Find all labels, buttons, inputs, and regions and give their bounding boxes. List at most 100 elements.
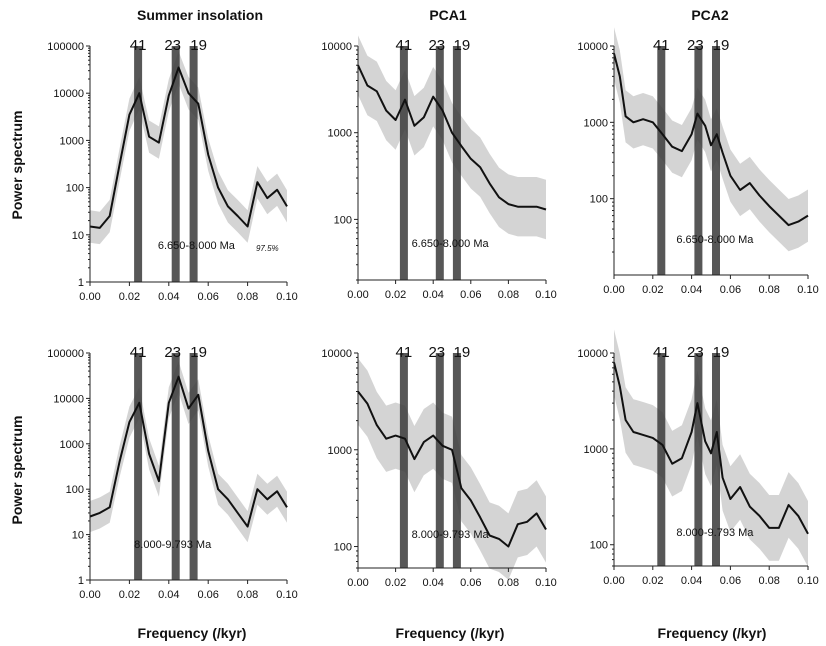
y-tick-label: 1 bbox=[78, 575, 84, 587]
cycle-bar-23 bbox=[171, 46, 180, 282]
y-tick-label: 1000 bbox=[328, 445, 352, 457]
x-tick-label: 0.04 bbox=[681, 575, 702, 587]
x-tick-label: 0.04 bbox=[681, 284, 702, 296]
x-tick-label: 0.08 bbox=[237, 291, 258, 303]
cycle-bar-23 bbox=[435, 46, 444, 280]
x-tick-label: 0.04 bbox=[158, 291, 179, 303]
confidence-band bbox=[90, 361, 287, 543]
x-tick-label: 0.08 bbox=[758, 575, 779, 587]
column-title-pca1: PCA1 bbox=[429, 7, 467, 23]
cycle-label-23: 23 bbox=[164, 37, 181, 54]
age-range-annotation: 6.650-8.000 Ma bbox=[412, 238, 490, 250]
x-tick-label: 0.02 bbox=[385, 577, 406, 589]
confidence-band bbox=[90, 51, 287, 245]
age-range-annotation: 8.000-9.793 Ma bbox=[412, 529, 490, 541]
x-tick-label: 0.10 bbox=[276, 589, 297, 601]
cycle-bar-41 bbox=[657, 46, 666, 275]
cycle-label-41: 41 bbox=[396, 344, 413, 361]
cycle-bar-41 bbox=[399, 46, 408, 280]
cycle-label-23: 23 bbox=[428, 37, 445, 54]
panels: 41 23 190.00 0.02 0.04 0.06 0.08 0.101101001000… bbox=[47, 27, 819, 601]
y-tick-label: 100 bbox=[334, 542, 352, 554]
y-tick-label: 1000 bbox=[60, 135, 84, 147]
x-tick-label: 0.04 bbox=[422, 289, 443, 301]
cycle-label-19: 19 bbox=[713, 344, 730, 361]
spectrum-line bbox=[613, 362, 809, 535]
y-tick-label: 10000 bbox=[577, 41, 608, 53]
y-tick-label: 100 bbox=[66, 183, 84, 195]
y-tick-label: 1000 bbox=[584, 444, 608, 456]
x-tick-label: 0.06 bbox=[460, 289, 481, 301]
age-range-annotation: 8.000-9.793 Ma bbox=[134, 539, 212, 551]
age-range-annotation: 6.650-8.000 Ma bbox=[158, 240, 236, 252]
panel-pca2-bottom: 41 23 19 0.00 0.02 0.04 0.06 0.08 0.10 100 1000 100… bbox=[577, 329, 819, 587]
y-tick-label: 100000 bbox=[47, 41, 84, 53]
panel-summer-insolation-top: 41 23 19 0.00 0.02 0.04 0.06 0.08 0.10 1 10 100 1000… bbox=[47, 37, 297, 303]
spectrum-line bbox=[613, 53, 809, 227]
y-tick-label: 100 bbox=[590, 194, 608, 206]
x-tick-label: 0.06 bbox=[197, 291, 218, 303]
age-range-annotation: 6.650-8.000 Ma bbox=[676, 234, 754, 246]
cycle-bar-19 bbox=[712, 353, 720, 566]
cycle-label-19: 19 bbox=[454, 344, 471, 361]
y-tick-label: 1000 bbox=[328, 128, 352, 140]
x-tick-label: 0.08 bbox=[498, 577, 519, 589]
x-tick-label: 0.10 bbox=[797, 575, 818, 587]
cycle-bar-19 bbox=[712, 46, 720, 275]
y-tick-label: 10000 bbox=[577, 348, 608, 360]
xlabel-right: Frequency (/kyr) bbox=[658, 625, 767, 641]
x-tick-label: 0.02 bbox=[119, 291, 140, 303]
x-tick-label: 0.10 bbox=[797, 284, 818, 296]
cycle-bar-41 bbox=[134, 46, 143, 282]
panel-pca1-top: 41 23 19 0.00 0.02 0.04 0.06 0.08 0.10 100 1000 100… bbox=[321, 35, 557, 301]
y-tick-label: 1 bbox=[78, 277, 84, 289]
x-tick-label: 0.00 bbox=[79, 291, 100, 303]
cycle-label-41: 41 bbox=[130, 344, 147, 361]
y-tick-label: 100 bbox=[590, 540, 608, 552]
cycle-label-19: 19 bbox=[190, 37, 207, 54]
panel-summer-insolation-bottom: 41 23 19 0.00 0.02 0.04 0.06 0.08 0.10 1 10 100 1000… bbox=[47, 344, 297, 601]
cycle-label-23: 23 bbox=[428, 344, 445, 361]
cycle-label-23: 23 bbox=[687, 37, 704, 54]
x-tick-label: 0.00 bbox=[603, 575, 624, 587]
x-tick-label: 0.04 bbox=[158, 589, 179, 601]
cycle-bar-19 bbox=[189, 46, 198, 282]
confidence-level-label: 97.5% bbox=[256, 244, 279, 253]
x-tick-label: 0.10 bbox=[535, 289, 556, 301]
x-tick-label: 0.10 bbox=[276, 291, 297, 303]
x-tick-label: 0.08 bbox=[237, 589, 258, 601]
cycle-label-41: 41 bbox=[130, 37, 147, 54]
cycle-bar-23 bbox=[694, 46, 703, 275]
xlabel-middle: Frequency (/kyr) bbox=[396, 625, 505, 641]
cycle-bar-23 bbox=[435, 353, 444, 568]
cycle-label-41: 41 bbox=[653, 344, 670, 361]
cycle-bar-19 bbox=[452, 46, 461, 280]
cycle-label-41: 41 bbox=[653, 37, 670, 54]
x-tick-label: 0.00 bbox=[347, 577, 368, 589]
column-title-summer-insolation: Summer insolation bbox=[137, 7, 263, 23]
y-tick-label: 10 bbox=[72, 230, 84, 242]
spectrum-line bbox=[357, 64, 547, 211]
cycle-bar-19 bbox=[452, 353, 461, 568]
x-tick-label: 0.02 bbox=[642, 575, 663, 587]
spectrum-line bbox=[89, 375, 288, 528]
y-tick-label: 10000 bbox=[321, 348, 352, 360]
y-tick-label: 10000 bbox=[53, 393, 84, 405]
confidence-band bbox=[614, 27, 808, 252]
age-range-annotation: 8.000-9.793 Ma bbox=[676, 527, 754, 539]
x-tick-label: 0.06 bbox=[197, 589, 218, 601]
confidence-band bbox=[614, 329, 808, 567]
y-tick-label: 100 bbox=[66, 484, 84, 496]
x-tick-label: 0.08 bbox=[498, 289, 519, 301]
cycle-label-23: 23 bbox=[687, 344, 704, 361]
ylabel-top: Power spectrum bbox=[9, 111, 25, 220]
cycle-label-23: 23 bbox=[164, 344, 181, 361]
y-tick-label: 100000 bbox=[47, 348, 84, 360]
cycle-bar-41 bbox=[657, 353, 666, 566]
cycle-bar-41 bbox=[399, 353, 408, 568]
y-tick-label: 10 bbox=[72, 530, 84, 542]
y-tick-label: 100 bbox=[334, 214, 352, 226]
y-tick-label: 10000 bbox=[321, 41, 352, 53]
x-tick-label: 0.00 bbox=[79, 589, 100, 601]
